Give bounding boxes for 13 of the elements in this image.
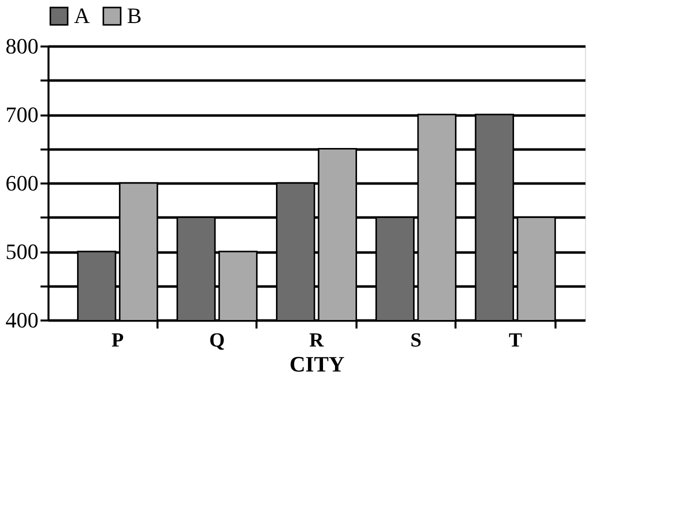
x-tick-label: P — [112, 330, 124, 352]
x-tick-label: R — [309, 330, 324, 352]
y-tick-label: 800 — [6, 34, 38, 58]
x-tick-label: Q — [209, 330, 225, 352]
y-tick-label: 400 — [6, 308, 38, 332]
y-tick-label: 500 — [6, 239, 38, 264]
y-tick-label: 600 — [6, 170, 38, 196]
legend-label: B — [127, 3, 142, 28]
y-tick-label: 700 — [6, 102, 38, 127]
x-axis-title: CITY — [289, 352, 345, 376]
x-tick-label: T — [508, 330, 523, 352]
legend-label: A — [74, 3, 90, 28]
x-tick-label: S — [410, 330, 422, 352]
